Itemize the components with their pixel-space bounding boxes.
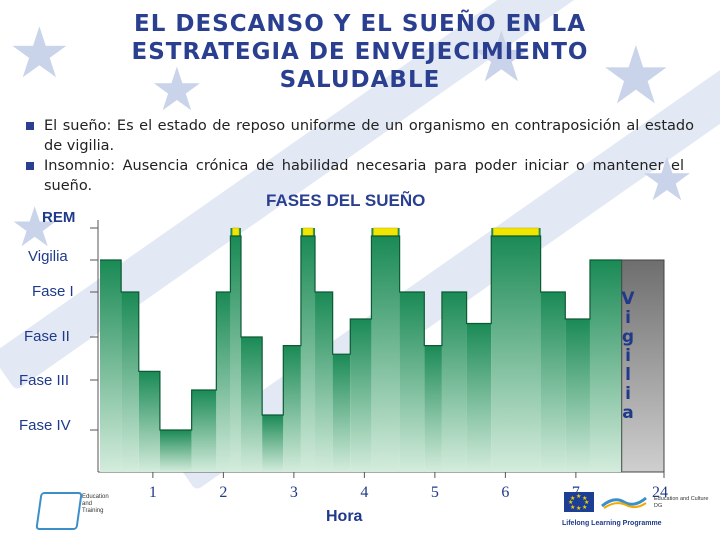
eu-programme-logo: ★ ★ ★ ★ ★ ★ ★ ★ Education and Culture DG Lif… <box>560 488 710 536</box>
llp-swoosh-icon <box>601 496 647 509</box>
y-label-fase-ii: Fase II <box>24 328 70 345</box>
sleep-stage-segment <box>262 415 284 472</box>
sleep-stage-segment <box>121 292 139 472</box>
eu-flag-icon: ★ ★ ★ ★ ★ ★ ★ ★ <box>564 492 594 512</box>
logo-text-line: and <box>82 501 93 507</box>
sleep-stage-segment <box>441 292 467 472</box>
y-label-fase-iv: Fase IV <box>19 417 71 434</box>
x-tick-label: 3 <box>290 484 298 501</box>
sleep-stage-segment <box>350 319 372 472</box>
sleep-stage-segment <box>283 345 301 472</box>
sleep-stage-segment <box>399 292 425 472</box>
sleep-stage-segment <box>332 354 351 472</box>
sleep-stage-segment <box>159 430 192 472</box>
x-tick-label: 5 <box>431 484 439 501</box>
sleep-stage-segment <box>565 319 590 472</box>
slide-title: EL DESCANSO Y EL SUEÑO EN LA ESTRATEGIA … <box>40 10 680 94</box>
bullet-list: El sueño: Es el estado de reposo uniform… <box>24 116 694 196</box>
background-star-icon: ★ <box>640 145 694 215</box>
sleep-stage-segment <box>540 292 566 472</box>
background-star-icon: ★ <box>10 195 60 259</box>
sleep-stage-segment <box>424 345 442 472</box>
rem-marker <box>232 227 240 237</box>
sleep-stage-segment <box>191 390 217 472</box>
bullet-text: El sueño: Es el estado de reposo uniform… <box>44 118 694 154</box>
x-tick-label: 24 <box>652 484 668 501</box>
logo-text-line: Education <box>82 494 109 500</box>
sleep-stage-segment <box>241 337 263 472</box>
x-tick-label: 6 <box>501 484 509 501</box>
vigilia-letter: i <box>625 346 631 366</box>
background-star-icon: ★ <box>600 29 672 122</box>
slide-title-line: EL DESCANSO Y EL SUEÑO EN LA <box>133 11 587 37</box>
logo-text-line: Training <box>82 508 104 514</box>
bullet-item: Insomnio: Ausencia crónica de habilidad … <box>24 156 684 196</box>
sleep-stage-segment <box>315 292 333 472</box>
wake-region <box>621 259 665 473</box>
sleep-stage-segment <box>300 236 316 472</box>
bullet-square-icon <box>26 122 34 130</box>
logo-programme-text: Lifelong Learning Programme <box>562 520 662 527</box>
x-axis-label: Hora <box>326 508 363 525</box>
bullet-text: Insomnio: Ausencia crónica de habilidad … <box>44 158 684 194</box>
vigilia-letter: i <box>625 384 631 404</box>
logo-dg-text: Education and Culture DG <box>654 496 709 509</box>
background-star-icon: ★ <box>150 55 204 125</box>
rem-marker <box>373 227 398 237</box>
vigilia-letter: l <box>625 365 631 385</box>
y-label-fase-iii: Fase III <box>19 372 70 389</box>
background-star-icon: ★ <box>470 16 533 98</box>
vigilia-letter: g <box>621 327 635 347</box>
rem-marker <box>493 227 539 237</box>
vigilia-letter: a <box>622 403 634 423</box>
background-star-icon: ★ <box>8 12 71 94</box>
sleep-stage-segment <box>371 236 400 472</box>
vigilia-letter: i <box>625 308 631 328</box>
rem-marker <box>302 227 314 237</box>
sleep-stage-segment <box>491 236 541 472</box>
y-label-fase-i: Fase I <box>32 283 74 300</box>
x-tick-label: 2 <box>219 484 227 501</box>
sleep-stage-segment <box>100 260 122 472</box>
x-tick-label: 4 <box>360 484 368 501</box>
logo-text: Education and Training <box>82 494 109 515</box>
chart-title: FASES DEL SUEÑO <box>266 191 426 210</box>
vigilia-letter: V <box>621 289 635 309</box>
y-label-rem: REM <box>42 209 76 226</box>
y-label-vigilia: Vigilia <box>28 248 68 265</box>
sleep-stage-segment <box>230 236 241 472</box>
sleep-stage-segment <box>216 292 231 472</box>
sleep-stage-segment <box>466 323 492 472</box>
hypnogram-outline <box>100 235 622 431</box>
sleep-stage-segment <box>589 260 622 472</box>
x-tick-label: 1 <box>149 484 157 501</box>
education-training-logo: Education and Training <box>35 490 118 536</box>
slide-title-line: ESTRATEGIA DE ENVEJECIMIENTO <box>131 39 589 65</box>
bullet-square-icon <box>26 162 34 170</box>
bullet-item: El sueño: Es el estado de reposo uniform… <box>24 116 694 156</box>
slide-title-line: SALUDABLE <box>279 67 441 93</box>
computer-icon <box>35 492 83 530</box>
sleep-stage-segment <box>138 371 160 472</box>
